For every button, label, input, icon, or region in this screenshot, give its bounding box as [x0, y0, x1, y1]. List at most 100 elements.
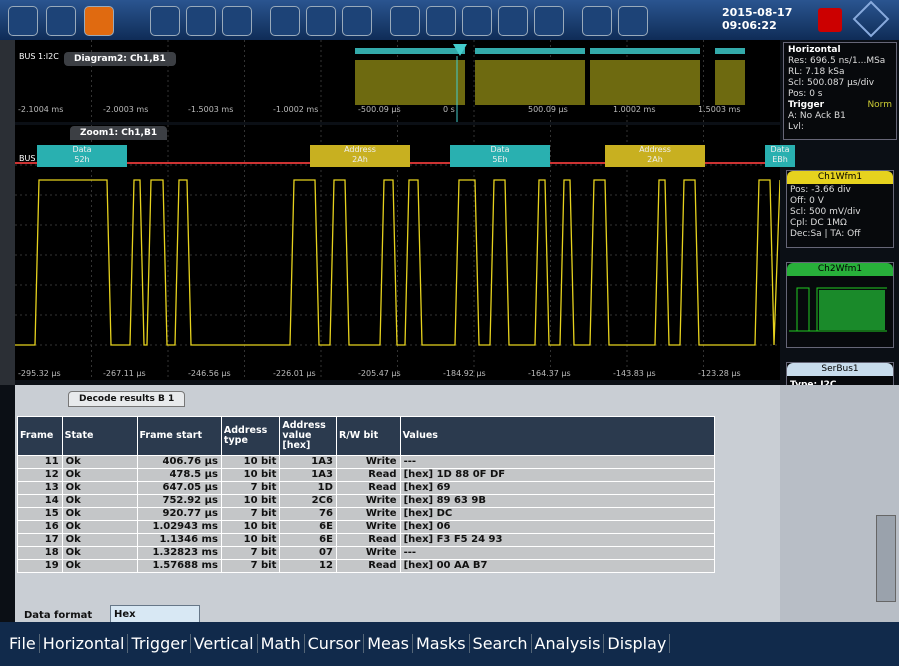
toolbar-button[interactable] [534, 6, 564, 36]
column-header: Address value [hex] [279, 416, 337, 456]
header-row: Frame State Frame start Address type Address… [17, 416, 715, 456]
cell: 478.5 µs [136, 468, 222, 482]
menu-item[interactable]: Search [469, 634, 532, 653]
cell: 10 bit [220, 468, 281, 482]
toolbar-button[interactable] [306, 6, 336, 36]
burst [715, 60, 745, 105]
frame-value: 2Ah [352, 155, 368, 164]
cell: 17 [17, 533, 63, 547]
cell: Ok [61, 533, 138, 547]
cell: 6E [279, 533, 337, 547]
menu-item[interactable]: Display [604, 634, 671, 653]
serbus-title: SerBus1 [787, 363, 893, 376]
cell: 10 bit [220, 494, 281, 508]
time-label: -295.32 µs [18, 369, 61, 378]
toolbar-button[interactable] [84, 6, 114, 36]
table-row[interactable]: 15 Ok 920.77 µs 7 bit 76 Write [hex] DC [17, 507, 715, 521]
frame-kind: Data [72, 145, 92, 154]
decode-tab[interactable]: Decode results B 1 [68, 391, 186, 407]
cell: 7 bit [220, 481, 281, 495]
hd-badge[interactable] [818, 8, 842, 32]
table-row[interactable]: 11 Ok 406.76 µs 10 bit 1A3 Write --- [17, 455, 715, 469]
cell: Ok [61, 455, 138, 469]
time-label: -2.0003 ms [103, 105, 149, 114]
toolbar-button[interactable] [582, 6, 612, 36]
column-header: R/W bit [335, 416, 401, 456]
ch2-panel[interactable]: Ch2Wfm1 [786, 262, 894, 348]
toolbar-button[interactable] [390, 6, 420, 36]
time-label: -205.47 µs [358, 369, 401, 378]
cell: 13 [17, 481, 63, 495]
toolbar-button[interactable] [150, 6, 180, 36]
bus-frame: Address 2Ah [310, 145, 410, 167]
diagram-tab[interactable]: Diagram2: Ch1,B1 [64, 52, 176, 66]
toolbar-button[interactable] [222, 6, 252, 36]
toolbar-button[interactable] [462, 6, 492, 36]
waveform-area [15, 40, 780, 380]
toolbar-button[interactable] [186, 6, 216, 36]
trigger-mode: Norm [867, 100, 892, 110]
panel-line: Off: 0 V [790, 196, 824, 206]
toolbar-button[interactable] [618, 6, 648, 36]
bus-overview [475, 48, 585, 54]
toolbar-button[interactable] [498, 6, 528, 36]
bus-frame: Address 2Ah [605, 145, 705, 167]
column-header: Frame [17, 416, 63, 456]
frame-value: 5Eh [492, 155, 508, 164]
panel-line: Cpl: DC 1MΩ [790, 218, 847, 228]
frame-value: EBh [772, 155, 788, 164]
cell: [hex] 89 63 9B [399, 494, 715, 508]
menu-item[interactable]: Horizontal [39, 634, 129, 653]
cell: 1D [279, 481, 337, 495]
toolbar-button[interactable] [46, 6, 76, 36]
time-label: -123.28 µs [698, 369, 741, 378]
cell: 7 bit [220, 559, 281, 573]
date: 2015-08-17 [722, 6, 793, 19]
panel-line: RL: 7.18 kSa [788, 67, 845, 77]
cell: 1A3 [279, 468, 337, 482]
cell: Write [335, 507, 401, 521]
toolbar-button[interactable] [342, 6, 372, 36]
cell: 752.92 µs [136, 494, 222, 508]
table-row[interactable]: 18 Ok 1.32823 ms 7 bit 07 Write --- [17, 546, 715, 560]
table-row[interactable]: 13 Ok 647.05 µs 7 bit 1D Read [hex] 69 [17, 481, 715, 495]
menu-item[interactable]: File [6, 634, 40, 653]
panel-line: Scl: 500 mV/div [790, 207, 861, 217]
menu-item[interactable]: Vertical [190, 634, 258, 653]
burst [355, 60, 465, 105]
cell: Read [335, 481, 401, 495]
cell: Read [335, 468, 401, 482]
table-row[interactable]: 17 Ok 1.1346 ms 10 bit 6E Read [hex] F3 F5 24 … [17, 533, 715, 547]
bus-frame: Data 52h [37, 145, 127, 167]
cell: 2C6 [279, 494, 337, 508]
frame-kind: Address [639, 145, 671, 154]
table-row[interactable]: 16 Ok 1.02943 ms 10 bit 6E Write [hex] 06 [17, 520, 715, 534]
menu-item[interactable]: Trigger [128, 634, 191, 653]
time-label: -1.5003 ms [188, 105, 234, 114]
cell: 15 [17, 507, 63, 521]
toolbar-button[interactable] [8, 6, 38, 36]
cell: Write [335, 520, 401, 534]
table-row[interactable]: 12 Ok 478.5 µs 10 bit 1A3 Read [hex] 1D 88 0F … [17, 468, 715, 482]
table-row[interactable]: 14 Ok 752.92 µs 10 bit 2C6 Write [hex] 89 63 9… [17, 494, 715, 508]
ch1-panel[interactable]: Ch1Wfm1 Pos: -3.66 div Off: 0 V Scl: 500 m… [786, 170, 894, 248]
menu-item[interactable]: Math [257, 634, 305, 653]
cell: 18 [17, 546, 63, 560]
time-label: -246.56 µs [188, 369, 231, 378]
toolbar-button[interactable] [426, 6, 456, 36]
panel-line: Scl: 500.087 µs/div [788, 78, 875, 88]
horizontal-panel[interactable]: Horizontal Res: 696.5 ns/1...MSa RL: 7.18… [783, 42, 897, 140]
scrollbar[interactable] [876, 515, 896, 602]
table-row[interactable]: 19 Ok 1.57688 ms 7 bit 12 Read [hex] 00 AA B7 [17, 559, 715, 573]
decode-table-wrap: Frame State Frame start Address type Address… [17, 412, 715, 602]
zoom-tab[interactable]: Zoom1: Ch1,B1 [70, 126, 168, 140]
menu-item[interactable]: Cursor [304, 634, 365, 653]
ch1-lines: Pos: -3.66 div Off: 0 V Scl: 500 mV/div Cpl… [787, 184, 893, 241]
menu-item[interactable]: Meas [364, 634, 413, 653]
cell: 1.57688 ms [136, 559, 222, 573]
time-label: -2.1004 ms [18, 105, 64, 114]
menu-item[interactable]: Masks [412, 634, 470, 653]
toolbar-button[interactable] [270, 6, 300, 36]
menu-item[interactable]: Analysis [531, 634, 605, 653]
